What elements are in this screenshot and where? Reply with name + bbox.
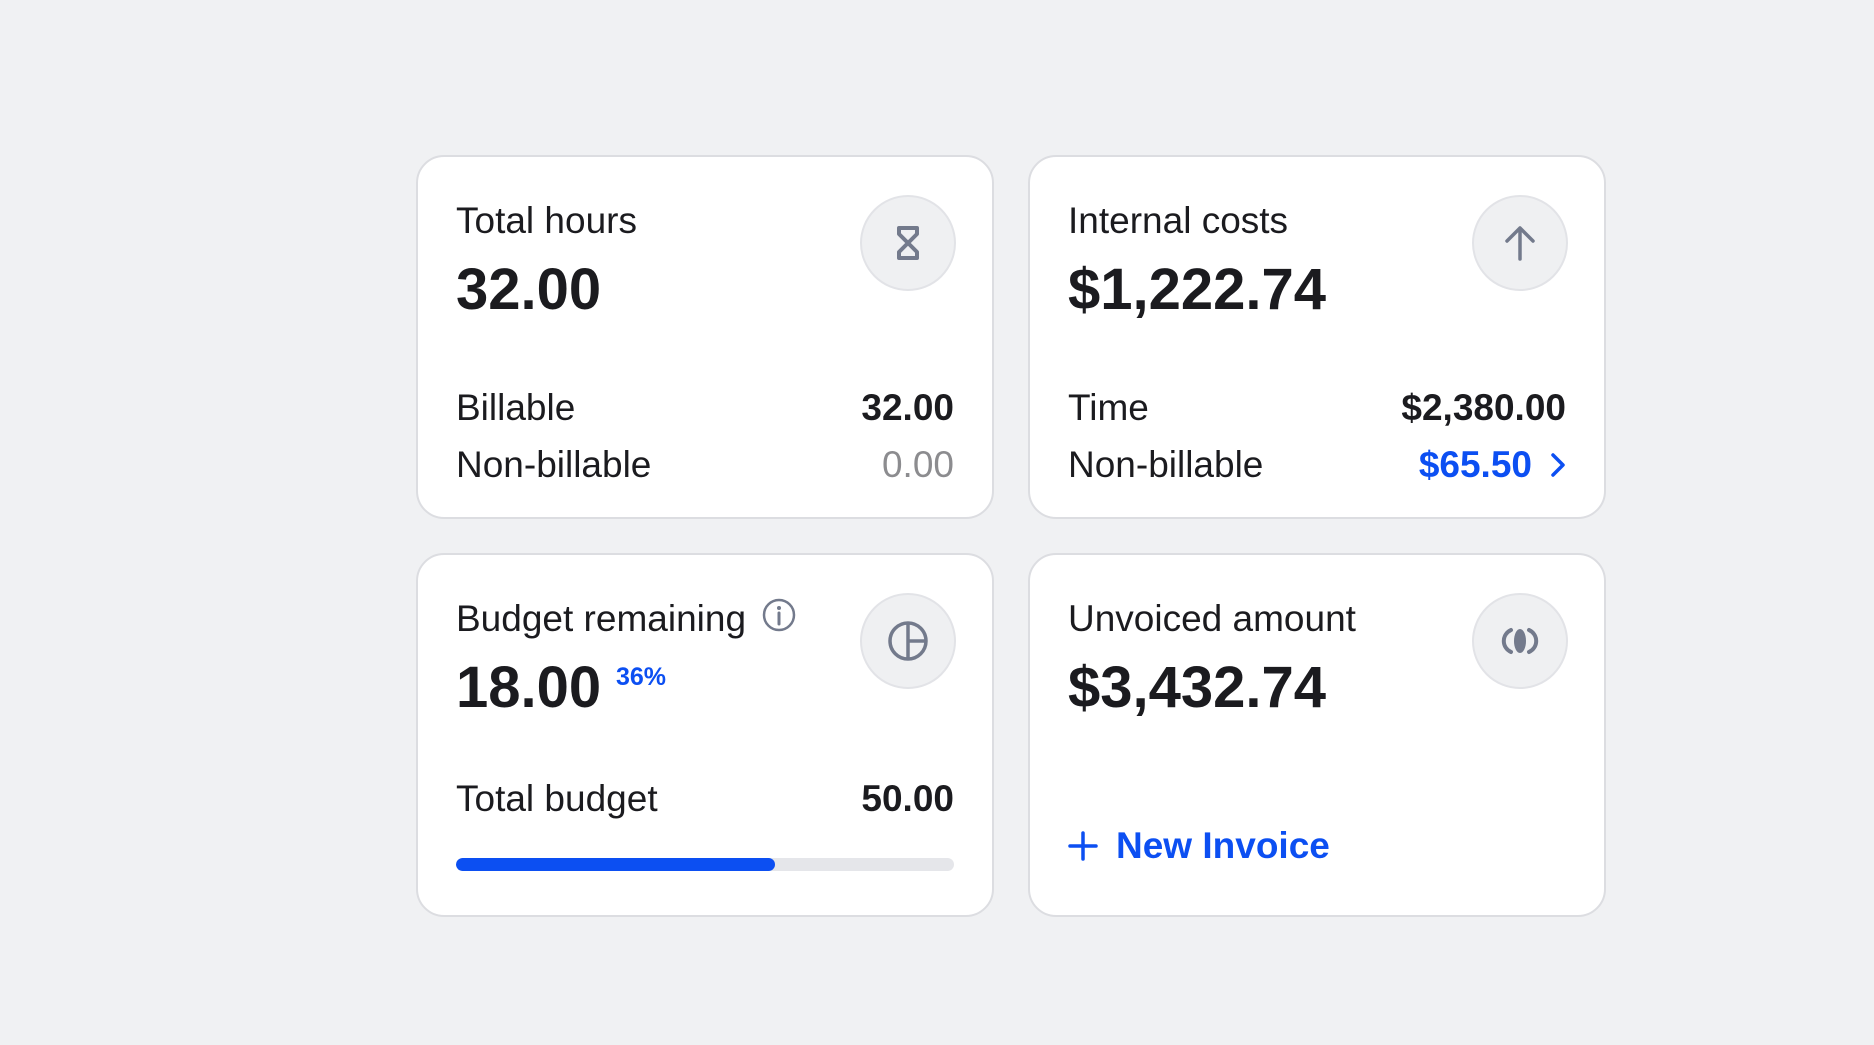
billable-label: Billable	[456, 387, 576, 428]
budget-remaining-card: Budget remaining 18.00 36% Total budget …	[416, 553, 994, 917]
plus-icon	[1068, 831, 1098, 861]
time-row: Time $2,380.00	[1068, 385, 1566, 431]
budget-progress-bar	[456, 858, 954, 871]
new-invoice-button[interactable]: New Invoice	[1068, 825, 1330, 867]
card-title: Unvoiced amount	[1068, 598, 1356, 639]
new-invoice-label: New Invoice	[1116, 825, 1330, 866]
time-label: Time	[1068, 387, 1149, 428]
non-billable-cost-value: $65.50	[1418, 444, 1532, 485]
arrow-up-icon	[1472, 195, 1568, 291]
card-title: Total hours	[456, 200, 637, 241]
internal-costs-value: $1,222.74	[1068, 257, 1327, 322]
budget-remaining-title: Budget remaining	[456, 598, 747, 639]
budget-remaining-percent: 36%	[616, 663, 667, 691]
pie-chart-icon	[860, 593, 956, 689]
non-billable-label: Non-billable	[1068, 444, 1264, 485]
budget-progress-fill	[456, 858, 775, 871]
total-budget-label: Total budget	[456, 778, 658, 819]
coins-icon	[1472, 593, 1568, 689]
card-title: Internal costs	[1068, 200, 1289, 241]
non-billable-cost-link[interactable]: $65.50	[1419, 444, 1566, 486]
billable-row: Billable 32.00	[456, 385, 954, 431]
info-icon[interactable]	[762, 598, 796, 632]
billable-value: 32.00	[861, 387, 954, 428]
internal-costs-card: Internal costs $1,222.74 Time $2,380.00 …	[1028, 155, 1606, 519]
total-hours-card: Total hours 32.00 Billable 32.00 Non-bil…	[416, 155, 994, 519]
unvoiced-amount-card: Unvoiced amount $3,432.74 New Invoice	[1028, 553, 1606, 917]
non-billable-cost-row: Non-billable $65.50	[1068, 442, 1566, 488]
non-billable-label: Non-billable	[456, 444, 652, 485]
chevron-right-icon	[1551, 453, 1565, 477]
total-hours-value: 32.00	[456, 257, 602, 322]
card-title: Budget remaining	[456, 597, 796, 641]
time-value: $2,380.00	[1401, 387, 1566, 428]
unvoiced-amount-value: $3,432.74	[1068, 655, 1327, 720]
total-budget-value: 50.00	[861, 778, 954, 819]
hourglass-icon	[860, 195, 956, 291]
budget-remaining-value: 18.00	[456, 655, 602, 720]
non-billable-row: Non-billable 0.00	[456, 442, 954, 488]
total-budget-row: Total budget 50.00	[456, 776, 954, 822]
non-billable-value: 0.00	[881, 444, 954, 485]
